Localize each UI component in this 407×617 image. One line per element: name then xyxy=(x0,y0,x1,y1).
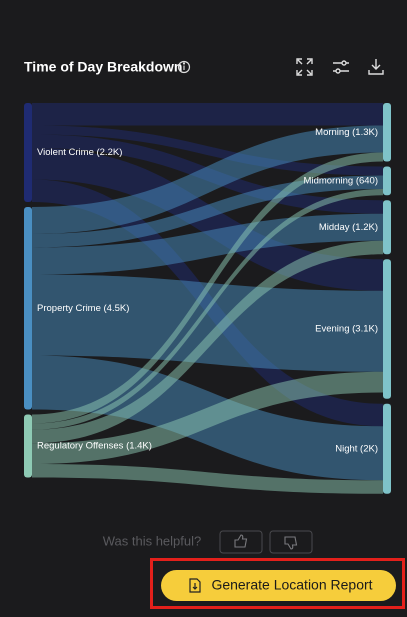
sankey-link xyxy=(32,274,383,372)
generate-report-button[interactable]: Generate Location Report xyxy=(161,570,396,601)
sankey-node xyxy=(383,166,391,196)
sankey-link xyxy=(32,240,383,444)
sankey-link xyxy=(32,175,383,248)
sankey-node xyxy=(383,403,391,494)
node-label: Violent Crime (2.2K) xyxy=(37,147,122,158)
sankey-node xyxy=(24,103,32,202)
sankey-node xyxy=(24,414,32,478)
node-label: Morning (1.3K) xyxy=(315,127,378,138)
sankey-link xyxy=(32,213,383,275)
feedback-prompt: Was this helpful? xyxy=(103,533,202,548)
thumbs-up-button[interactable] xyxy=(219,530,263,554)
node-label: Regulatory Offenses (1.4K) xyxy=(37,441,152,452)
sankey-link xyxy=(32,148,383,291)
button-label: Generate Location Report xyxy=(211,577,372,593)
sankey-link xyxy=(32,371,383,464)
sankey-node xyxy=(383,103,391,162)
node-label: Midmorning (640) xyxy=(304,175,378,186)
sankey-link xyxy=(32,464,383,494)
node-label: Midday (1.2K) xyxy=(319,222,378,233)
sankey-node xyxy=(24,207,32,410)
links xyxy=(32,103,383,494)
sankey-node xyxy=(383,200,391,255)
thumbs-down-button[interactable] xyxy=(269,530,313,554)
sankey-node xyxy=(383,259,391,399)
node-label: Property Crime (4.5K) xyxy=(37,303,129,314)
sankey-link xyxy=(32,103,383,126)
node-label: Evening (3.1K) xyxy=(315,324,378,335)
download-icon[interactable] xyxy=(368,59,384,75)
expand-icon[interactable] xyxy=(296,58,313,76)
sankey-link xyxy=(32,125,383,234)
node-label: Night (2K) xyxy=(335,443,378,454)
sankey-link xyxy=(32,189,383,430)
highlight-box xyxy=(150,558,405,609)
sankey-link xyxy=(32,125,383,176)
filter-icon[interactable] xyxy=(333,60,349,74)
panel-title: Time of Day Breakdown xyxy=(24,59,182,75)
sankey-chart: Violent Crime (2.2K) Property Crime (4.5K… xyxy=(24,103,391,494)
info-icon[interactable] xyxy=(177,60,191,74)
sankey-link xyxy=(32,152,383,424)
